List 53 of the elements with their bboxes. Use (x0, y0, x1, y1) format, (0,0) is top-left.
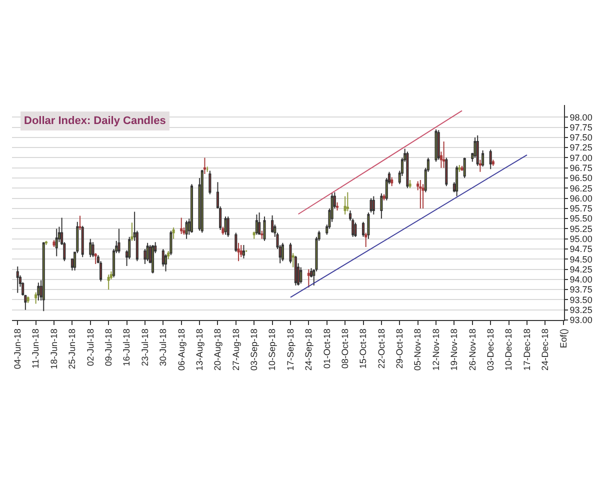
x-tick-label: 16-Jul-18 (122, 328, 132, 366)
y-tick-label: 97.75 (570, 122, 592, 132)
y-tick-label: 95.50 (570, 214, 592, 224)
x-tick-label: 23-Jul-18 (140, 328, 150, 366)
y-tick-label: 94.75 (570, 244, 592, 254)
x-tick-label: 13-Aug-18 (194, 328, 204, 371)
x-tick-label: 29-Oct-18 (394, 328, 405, 369)
x-tick-label: 17-Sep-18 (285, 328, 296, 371)
x-tick-label: 18-Jun-18 (48, 328, 59, 370)
y-tick-label: 94.25 (570, 264, 592, 274)
x-tick-label: 02-Jul-18 (85, 328, 96, 366)
y-tick-label: 93.75 (570, 284, 592, 295)
x-tick-label: 19-Nov-18 (449, 328, 460, 371)
y-tick-label: 94.50 (570, 254, 592, 264)
x-tick-label: 24-Dec-18 (540, 328, 550, 371)
x-tick-label: 05-Nov-18 (412, 328, 423, 371)
x-tick-label: 30-Jul-18 (158, 328, 168, 366)
x-tick-label: 26-Nov-18 (467, 328, 478, 371)
y-tick-label: 96.00 (570, 193, 592, 204)
x-tick-label: 11-Jun-18 (30, 328, 41, 368)
x-tick-label: Eof() (558, 328, 568, 348)
x-tick-label: 10-Sep-18 (267, 328, 278, 371)
y-tick-label: 95.75 (570, 204, 592, 214)
y-tick-label: 94.00 (570, 274, 592, 285)
y-tick-label: 98.00 (570, 112, 592, 122)
text: Dollar Index: Daily Candles (24, 115, 166, 127)
x-tick-label: 03-Dec-18 (486, 328, 496, 371)
y-tick-label: 97.50 (570, 132, 592, 143)
x-tick-label: 25-Jun-18 (67, 328, 78, 370)
x-tick-label: 20-Aug-18 (212, 328, 223, 371)
x-tick-label: 06-Aug-18 (176, 328, 186, 371)
y-tick-label: 96.75 (570, 163, 592, 174)
y-tick-label: 95.25 (570, 224, 592, 234)
x-tick-label: 22-Oct-18 (376, 328, 386, 369)
y-tick-label: 93.50 (570, 294, 592, 305)
y-tick-label: 93.00 (570, 315, 592, 326)
y-tick-label: 95.00 (570, 234, 592, 244)
x-tick-label: 15-Oct-18 (358, 328, 368, 369)
y-tick-label: 96.25 (570, 183, 592, 194)
y-tick-label: 97.25 (570, 142, 592, 153)
x-tick-label: 17-Dec-18 (522, 328, 532, 371)
x-tick-label: 09-Jul-18 (104, 328, 114, 366)
y-tick-label: 93.25 (570, 305, 592, 316)
y-tick-label: 97.00 (570, 152, 592, 163)
y-tick-label: 96.50 (570, 173, 592, 184)
x-tick-label: 08-Oct-18 (340, 328, 350, 369)
x-tick-label: 27-Aug-18 (230, 328, 241, 371)
x-tick-label: 24-Sep-18 (304, 328, 314, 371)
x-tick-label: 12-Nov-18 (430, 328, 441, 371)
x-tick-label: 04-Jun-18 (12, 328, 23, 370)
x-tick-label: 01-Oct-18 (322, 328, 332, 369)
x-tick-label: 10-Dec-18 (504, 328, 514, 371)
x-tick-label: 03-Sep-18 (249, 328, 260, 371)
